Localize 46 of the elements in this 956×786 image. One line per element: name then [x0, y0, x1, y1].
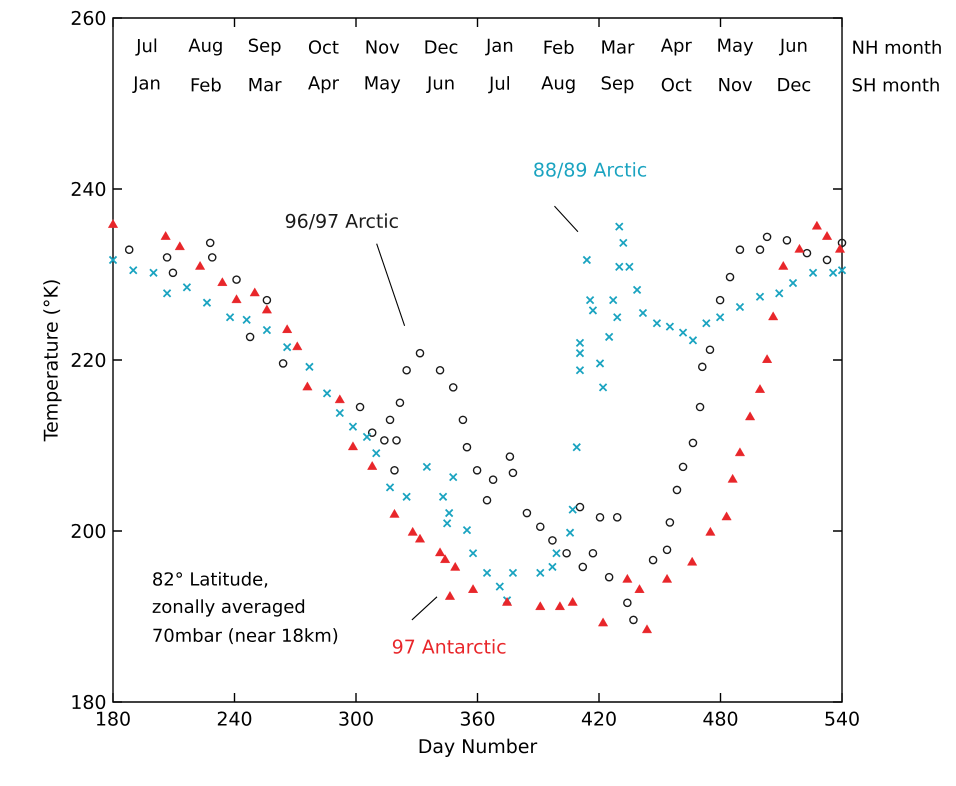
annotation: Aug	[541, 76, 575, 94]
annotation: Feb	[544, 40, 574, 54]
annotation: Oct	[308, 40, 339, 54]
x-tick-label: 240	[218, 712, 252, 726]
y-tick-label: 260	[72, 10, 106, 26]
annotation: May	[365, 76, 400, 94]
annotation: Mar	[249, 78, 282, 92]
annotation: Jun	[426, 76, 454, 94]
annotation: Apr	[660, 38, 692, 56]
annotation: Nov	[366, 40, 400, 54]
annotation: zonally averaged	[152, 599, 304, 617]
annotation: Sep	[602, 76, 634, 94]
text: 96/97 Arctic	[286, 213, 398, 230]
annotation: Jan	[132, 76, 160, 94]
annotation: Jan	[485, 38, 512, 56]
annotation: 70mbar (near 18km)	[153, 628, 338, 644]
annotation: Apr	[308, 76, 339, 94]
text: 88/89 Arctic	[534, 162, 646, 178]
annotation: Aug	[188, 38, 222, 56]
annotation: Jun	[778, 38, 806, 56]
y-tick-label: 240	[72, 182, 106, 196]
x-tick-label: 360	[460, 712, 494, 726]
annotation: Mar	[602, 40, 634, 54]
annotation: Jul	[135, 38, 156, 56]
x-tick-label: 420	[582, 712, 616, 726]
x-tick-label: 180	[97, 712, 130, 726]
annotation: Jul	[488, 76, 509, 94]
x-tick-label: 540	[825, 712, 859, 726]
annotation: Nov	[719, 78, 752, 92]
x-axis-title: Day Number	[420, 738, 538, 757]
text: NH month	[853, 40, 941, 54]
annotation: May	[718, 38, 754, 56]
x-tick-label: 480	[703, 712, 738, 726]
y-tick-label: 220	[72, 352, 106, 368]
annotation: Sep	[248, 38, 281, 56]
annotation: Dec	[778, 78, 810, 92]
annotation: Oct	[662, 78, 692, 92]
y-tick-label: 200	[72, 524, 106, 538]
y-tick-label: 180	[72, 694, 106, 710]
text: SH month	[852, 78, 939, 92]
annotation: Dec	[425, 40, 458, 54]
annotation: Feb	[192, 78, 221, 92]
y-axis-title: Temperature (°K)	[43, 280, 62, 442]
x-tick-label: 300	[339, 712, 373, 726]
annotation: 82° Latitude,	[153, 572, 268, 588]
series-label: 97 Antarctic	[392, 639, 506, 654]
